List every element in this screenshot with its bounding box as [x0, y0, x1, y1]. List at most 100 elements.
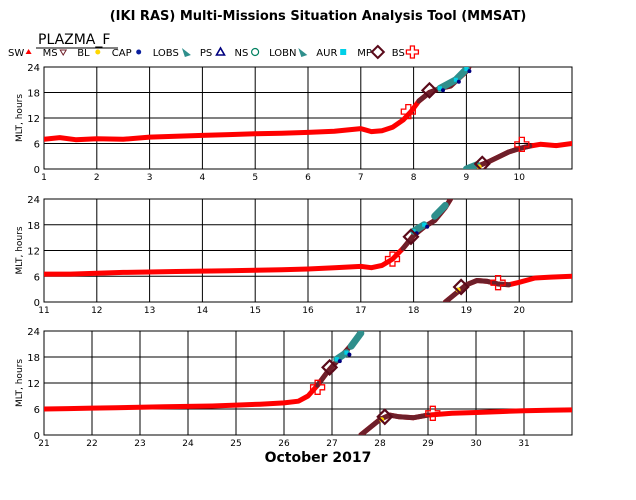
- x-tick-label: 18: [408, 306, 420, 316]
- ps-marker: [456, 79, 461, 84]
- legend-symbol-mp: [370, 44, 386, 60]
- mp-marker: [452, 278, 470, 296]
- ps-marker: [337, 359, 342, 364]
- bs-marker: [384, 251, 401, 267]
- legend-symbol-lobs: [181, 48, 191, 57]
- y-tick-label: 6: [34, 140, 40, 151]
- y-tick-label: 0: [34, 298, 40, 309]
- x-tick-label: 1: [41, 173, 47, 183]
- x-tick-label: 5: [252, 173, 258, 183]
- aur-marker: [344, 350, 349, 355]
- x-tick-label: 15: [249, 306, 260, 316]
- y-tick-label: 12: [27, 114, 40, 125]
- panel-2: 11 12 13 14 15 16 17 18 19 20 0 6 12 18 24 MLT, hours: [15, 195, 573, 316]
- data-layer: [44, 67, 572, 169]
- x-tick-label: 12: [91, 306, 102, 316]
- y-tick-label: 12: [27, 379, 40, 390]
- mp-marker: [321, 358, 339, 376]
- orbit-track-sw: [44, 67, 472, 143]
- y-tick-label: 0: [34, 431, 40, 442]
- legend-symbol-lobn: [298, 48, 308, 57]
- x-tick-label: 29: [422, 439, 434, 449]
- legend-label-ms: MS: [43, 48, 58, 59]
- lobe-track: [462, 161, 481, 169]
- x-tick-label: 6: [305, 173, 311, 183]
- legend-symbol-ps: [215, 46, 226, 56]
- x-tick-label: 11: [38, 306, 49, 316]
- y-tick-label: 0: [34, 165, 40, 176]
- x-tick-label: 16: [302, 306, 314, 316]
- ps-marker: [347, 352, 352, 357]
- chart-title: (IKI RAS) Multi-Missions Situation Analy…: [110, 9, 527, 24]
- x-tick-label: 31: [518, 439, 529, 449]
- x-tick-label: 13: [144, 306, 155, 316]
- plot-frame: [43, 330, 573, 436]
- mission-label: PLAZMA_F: [38, 32, 110, 48]
- legend-label-lobs: LOBS: [153, 48, 179, 59]
- x-tick-label: 3: [147, 173, 153, 183]
- y-tick-label: 6: [34, 405, 40, 416]
- ps-marker: [441, 88, 445, 93]
- y-axis-label: MLT, hours: [15, 226, 25, 274]
- x-tick-label: 8: [411, 173, 417, 183]
- legend-label-bl: BL: [77, 48, 90, 59]
- y-tick-label: 18: [27, 221, 40, 232]
- x-tick-label: 21: [38, 439, 49, 449]
- ps-marker: [425, 224, 430, 229]
- x-tick-label: 26: [278, 439, 290, 449]
- x-tick-label: 28: [374, 439, 386, 449]
- bs-marker: [514, 136, 530, 152]
- mp-marker: [376, 408, 394, 426]
- aur-marker: [422, 222, 427, 227]
- x-tick-label: 4: [200, 173, 206, 183]
- orbit-track-ms-2: [442, 278, 512, 302]
- bs-marker: [400, 103, 416, 120]
- x-tick-label: 19: [461, 306, 473, 316]
- x-tick-label: 25: [230, 439, 241, 449]
- y-tick-label: 18: [27, 353, 40, 364]
- data-layer: [44, 199, 572, 302]
- x-tick-label: 7: [358, 173, 364, 183]
- aur-marker: [334, 357, 339, 362]
- aur-marker: [453, 77, 458, 82]
- x-tick-label: 27: [326, 439, 337, 449]
- legend-symbol-aur: [340, 49, 347, 55]
- legend-label-ns: NS: [235, 48, 249, 59]
- legend-symbol-ns: [251, 47, 260, 57]
- plot-frame: [43, 198, 573, 303]
- x-tick-label: 9: [464, 173, 470, 183]
- legend-label-bs: BS: [392, 48, 405, 59]
- y-tick-label: 12: [27, 247, 40, 258]
- legend-label-sw: SW: [8, 48, 24, 59]
- x-tick-label: 30: [470, 439, 482, 449]
- mp-marker: [420, 81, 438, 99]
- x-tick-label: 23: [134, 439, 145, 449]
- y-tick-label: 24: [27, 327, 40, 338]
- legend-label-cap: CAP: [112, 48, 132, 59]
- x-tick-label: 14: [197, 306, 209, 316]
- y-tick-label: 18: [27, 89, 40, 100]
- panel-3: 21 22 23 24 25 26 27 28 29 30 31 0 6 12 18 24 MLT, hours: [15, 327, 573, 449]
- x-tick-label: 10: [513, 173, 525, 183]
- data-layer: [44, 331, 572, 435]
- aur-marker: [438, 86, 442, 91]
- mp-marker: [473, 155, 491, 169]
- legend-symbol-bs: [405, 45, 420, 59]
- x-tick-label: 22: [86, 439, 97, 449]
- y-tick-label: 24: [27, 195, 40, 206]
- legend-symbol-ms: [59, 49, 68, 56]
- y-axis-label: MLT, hours: [15, 359, 25, 407]
- legend-label-ps: PS: [200, 48, 212, 59]
- x-tick-label: 24: [182, 439, 194, 449]
- x-tick-label: 17: [355, 306, 366, 316]
- legend-label-mp: MP: [357, 48, 372, 59]
- legend-symbol-cap: [136, 49, 142, 55]
- legend-label-aur: AUR: [316, 48, 337, 59]
- y-tick-label: 6: [34, 272, 40, 283]
- x-tick-label: 2: [94, 173, 100, 183]
- aur-marker: [464, 67, 469, 72]
- bs-marker: [425, 405, 441, 421]
